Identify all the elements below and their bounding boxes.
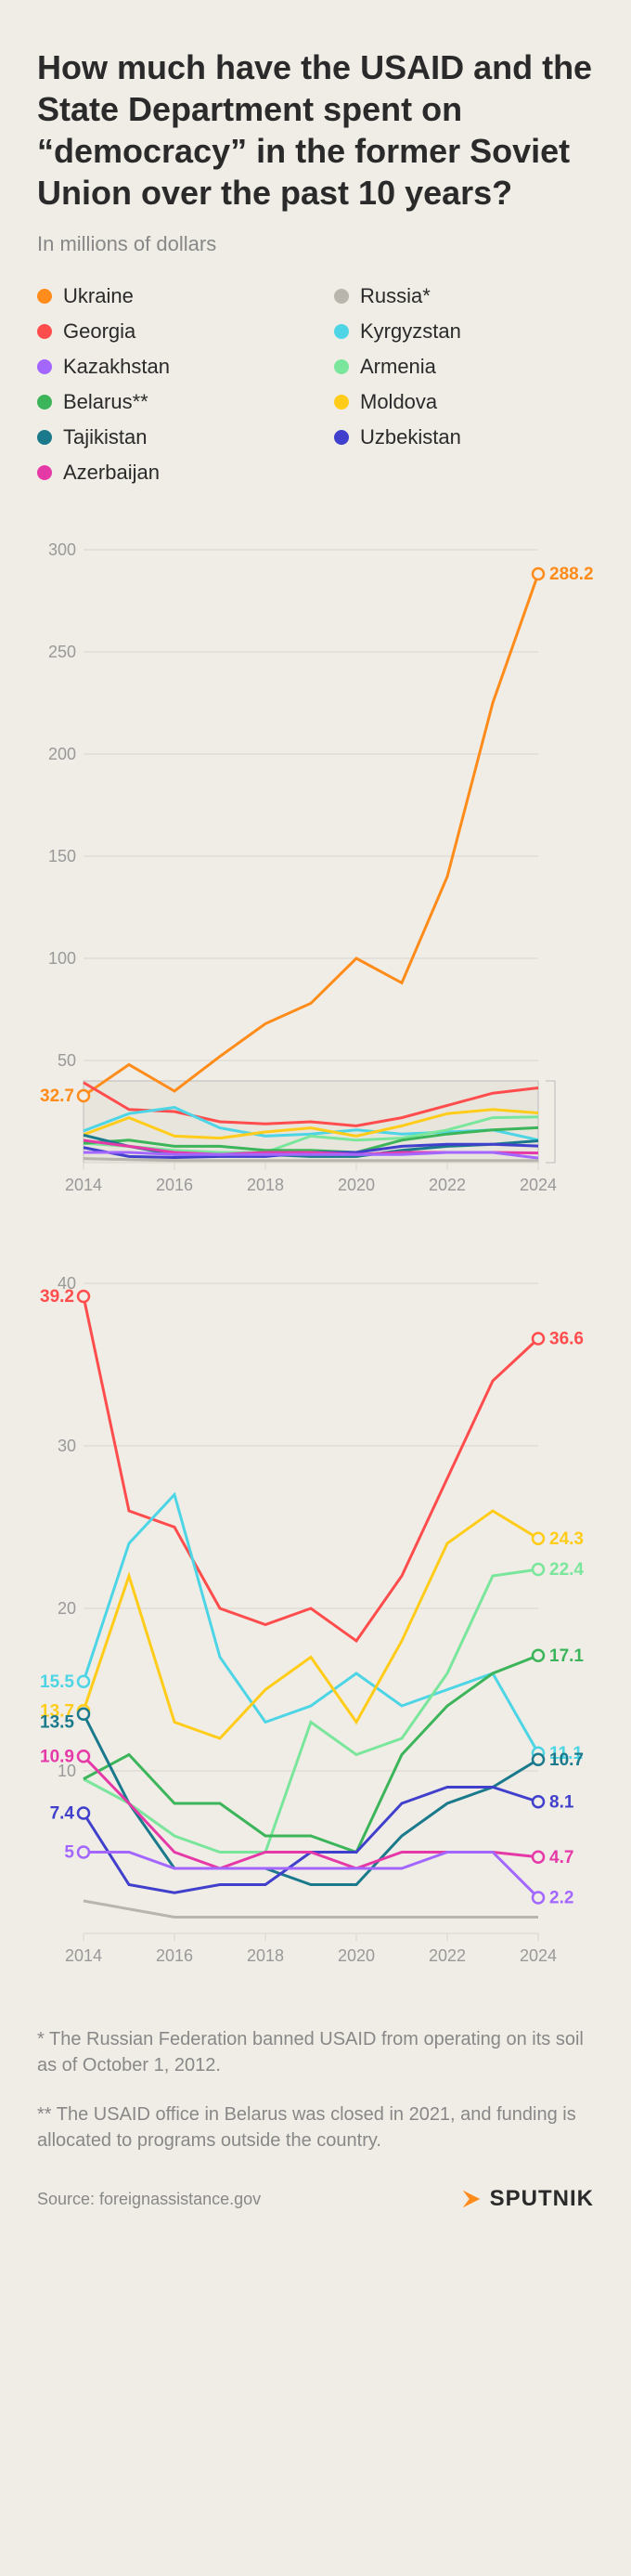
svg-text:2020: 2020 (338, 1946, 375, 1965)
svg-text:30: 30 (58, 1437, 76, 1455)
legend-label: Russia* (360, 284, 431, 308)
svg-text:2.2: 2.2 (549, 1889, 573, 1908)
legend-item: Kazakhstan (37, 355, 297, 379)
legend: Ukraine Russia* Georgia Kyrgyzstan Kazakhsta… (37, 284, 594, 485)
legend-item: Georgia (37, 319, 297, 344)
sputnik-logo: SPUTNIK (458, 2186, 594, 2212)
svg-text:2018: 2018 (247, 1946, 284, 1965)
legend-label: Tajikistan (63, 425, 147, 449)
legend-dot (334, 430, 349, 445)
legend-label: Georgia (63, 319, 135, 344)
svg-text:8.1: 8.1 (549, 1792, 574, 1812)
page-title: How much have the USAID and the State De… (37, 46, 594, 214)
legend-item: Ukraine (37, 284, 297, 308)
legend-label: Kazakhstan (63, 355, 170, 379)
logo-text: SPUTNIK (490, 2186, 594, 2212)
svg-text:7.4: 7.4 (50, 1804, 75, 1824)
legend-dot (334, 395, 349, 410)
legend-item: Russia* (334, 284, 594, 308)
svg-text:13.5: 13.5 (40, 1713, 74, 1733)
legend-label: Belarus** (63, 390, 148, 414)
sputnik-icon (458, 2186, 484, 2212)
svg-text:24.3: 24.3 (549, 1529, 584, 1549)
subtitle: In millions of dollars (37, 232, 594, 256)
legend-dot (334, 289, 349, 304)
svg-text:250: 250 (48, 643, 76, 661)
svg-text:39.2: 39.2 (40, 1287, 74, 1307)
svg-text:2018: 2018 (247, 1176, 284, 1194)
legend-label: Kyrgyzstan (360, 319, 461, 344)
svg-text:2016: 2016 (156, 1176, 193, 1194)
svg-text:2014: 2014 (65, 1176, 102, 1194)
legend-item: Azerbaijan (37, 461, 297, 485)
svg-text:2016: 2016 (156, 1946, 193, 1965)
svg-text:22.4: 22.4 (549, 1560, 584, 1580)
svg-text:2014: 2014 (65, 1946, 102, 1965)
legend-dot (334, 359, 349, 374)
svg-text:2020: 2020 (338, 1176, 375, 1194)
svg-text:100: 100 (48, 949, 76, 968)
svg-text:2024: 2024 (520, 1946, 557, 1965)
svg-text:2024: 2024 (520, 1176, 557, 1194)
legend-label: Azerbaijan (63, 461, 160, 485)
svg-text:5: 5 (64, 1843, 74, 1863)
svg-text:17.1: 17.1 (549, 1646, 584, 1666)
legend-label: Uzbekistan (360, 425, 461, 449)
legend-item: Uzbekistan (334, 425, 594, 449)
legend-dot (37, 359, 52, 374)
svg-text:32.7: 32.7 (40, 1086, 74, 1106)
legend-dot (37, 395, 52, 410)
svg-text:150: 150 (48, 847, 76, 865)
legend-label: Ukraine (63, 284, 134, 308)
svg-text:300: 300 (48, 540, 76, 559)
svg-text:288.2: 288.2 (549, 565, 594, 584)
legend-dot (37, 324, 52, 339)
legend-item: Belarus** (37, 390, 297, 414)
source-text: Source: foreignassistance.gov (37, 2190, 261, 2209)
svg-text:10.9: 10.9 (40, 1747, 74, 1766)
legend-label: Moldova (360, 390, 437, 414)
legend-dot (37, 465, 52, 480)
legend-item: Tajikistan (37, 425, 297, 449)
svg-text:10.7: 10.7 (549, 1750, 584, 1770)
svg-text:15.5: 15.5 (40, 1672, 74, 1692)
svg-text:2022: 2022 (429, 1176, 466, 1194)
chart-detail: 1020304020142016201820202022202439.236.6… (37, 1255, 594, 1980)
svg-text:2022: 2022 (429, 1946, 466, 1965)
legend-item: Moldova (334, 390, 594, 414)
legend-dot (37, 289, 52, 304)
chart-main: 50 100 150 200 250 300 2014 2016 2018 2020 2022 202… (37, 522, 594, 1209)
legend-dot (37, 430, 52, 445)
legend-item: Armenia (334, 355, 594, 379)
svg-text:200: 200 (48, 745, 76, 763)
legend-dot (334, 324, 349, 339)
svg-text:20: 20 (58, 1599, 76, 1618)
legend-label: Armenia (360, 355, 436, 379)
footnote-russia: * The Russian Federation banned USAID fr… (37, 2026, 594, 2078)
legend-item: Kyrgyzstan (334, 319, 594, 344)
svg-text:4.7: 4.7 (549, 1848, 573, 1867)
footnote-belarus: ** The USAID office in Belarus was close… (37, 2101, 594, 2153)
svg-text:36.6: 36.6 (549, 1330, 584, 1349)
svg-text:50: 50 (58, 1051, 76, 1070)
